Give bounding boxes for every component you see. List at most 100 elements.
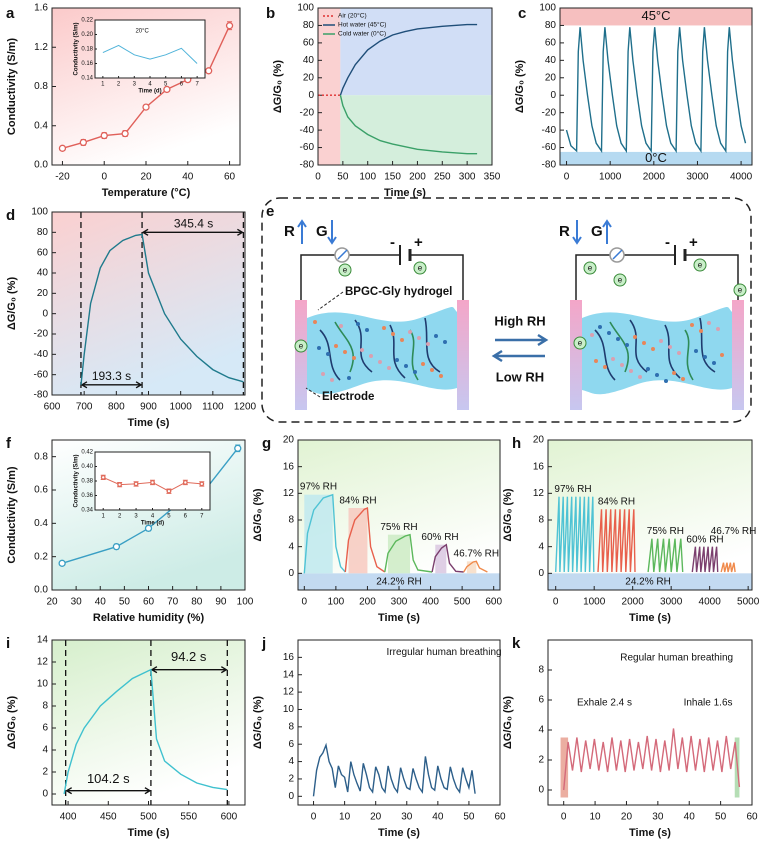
- annotation: 60% RH: [686, 535, 723, 546]
- panel-label: d: [6, 207, 15, 224]
- span-arrow: [141, 228, 244, 236]
- marker: [182, 480, 188, 485]
- y-tick-label: 4: [42, 745, 48, 756]
- ion: [620, 363, 624, 367]
- x-tick-label: 100: [359, 172, 376, 183]
- x-tick-label: 4: [148, 82, 152, 88]
- annotation: 345.4 s: [174, 216, 213, 230]
- legend-label: Air (20°C): [338, 12, 367, 20]
- y-tick-label: 0.34: [81, 508, 93, 514]
- y-tick-label: -20: [300, 107, 315, 118]
- region: [298, 573, 500, 590]
- x-axis-title: Time (d): [138, 89, 161, 95]
- x-tick-label: 50: [715, 812, 727, 823]
- plot-background: [52, 212, 245, 395]
- y-tick-label: 12: [283, 687, 295, 698]
- electron-label: e: [618, 276, 623, 285]
- annotation: 97% RH: [300, 481, 337, 492]
- annotation: 104.2 s: [87, 771, 130, 786]
- y-axis-title: ΔG/G₀ (%): [252, 488, 264, 542]
- x-tick-label: 4000: [699, 597, 722, 608]
- resistance-label: R: [284, 223, 295, 240]
- plot-frame: [94, 19, 206, 79]
- series-line: [565, 27, 747, 154]
- annotation: 94.2 s: [171, 649, 207, 664]
- x-tick-label: 80: [191, 597, 203, 608]
- electron: [613, 273, 627, 287]
- marker: [163, 85, 171, 94]
- polymer-chain: [594, 317, 716, 381]
- marker: [121, 129, 129, 138]
- y-tick-label: 4: [288, 756, 294, 767]
- y-tick-label: 6: [288, 739, 294, 750]
- panel-label: k: [512, 635, 521, 652]
- marker: [166, 488, 172, 494]
- x-tick-label: 20: [370, 812, 382, 823]
- y-tick-label: 6: [42, 723, 48, 734]
- x-tick-label: 20: [621, 812, 633, 823]
- ion: [395, 358, 399, 362]
- x-tick-label: 40: [432, 812, 444, 823]
- y-tick-label: 0: [42, 308, 48, 319]
- x-axis-title: Time (s): [378, 827, 420, 839]
- y-tick-label: 14: [37, 635, 49, 646]
- electron-label: e: [343, 266, 348, 275]
- x-tick-label: 400: [422, 597, 439, 608]
- x-tick-label: 3: [134, 514, 138, 520]
- marker: [117, 482, 123, 488]
- y-tick-label: -20: [542, 107, 557, 118]
- marker: [100, 474, 106, 480]
- y-tick-label: 12: [283, 488, 295, 499]
- marker: [142, 103, 150, 111]
- electron: [413, 261, 427, 275]
- arrow-down: [327, 220, 337, 245]
- span-arrow: [150, 666, 228, 674]
- y-axis-title: ΔG/G₀ (%): [514, 60, 526, 114]
- panel-label: f: [6, 435, 12, 452]
- conductance-label: G: [591, 223, 603, 240]
- y-tick-label: 80: [303, 20, 315, 31]
- electrode: [570, 300, 582, 410]
- x-axis-title: Time (s): [378, 612, 420, 624]
- x-tick-label: 4000: [730, 172, 753, 183]
- electron-label: e: [588, 264, 593, 273]
- y-tick-label: 60: [37, 247, 49, 258]
- y-tick-label: -60: [300, 142, 315, 153]
- x-tick-label: 450: [100, 812, 117, 823]
- x-tick-label: 700: [76, 402, 93, 413]
- y-tick-label: 0.38: [81, 479, 93, 485]
- y-tick-label: 4: [538, 725, 544, 736]
- x-axis-title: Temperature (°C): [102, 187, 191, 199]
- x-tick-label: 800: [108, 402, 125, 413]
- region: [304, 494, 333, 574]
- x-tick-label: 0: [564, 172, 570, 183]
- plot-frame: [297, 639, 501, 806]
- x-tick-label: 600: [44, 402, 61, 413]
- y-tick-label: -40: [34, 349, 49, 360]
- y-tick-label: 0.4: [34, 120, 48, 131]
- y-tick-label: 0.8: [34, 451, 48, 462]
- electron: [294, 339, 308, 353]
- series-line: [63, 668, 228, 795]
- y-tick-label: 12: [37, 657, 49, 668]
- leader: [305, 387, 321, 398]
- y-tick-label: 100: [297, 3, 314, 14]
- electrons: e e e e e e e e: [294, 258, 747, 383]
- plot-frame: [547, 439, 753, 591]
- y-tick-label: 16: [283, 652, 295, 663]
- plot-frame: [51, 439, 246, 591]
- region: [560, 151, 752, 165]
- panel-label: c: [518, 5, 526, 22]
- ion: [611, 357, 615, 361]
- panel-label: g: [262, 435, 271, 452]
- marker: [133, 481, 139, 487]
- ion: [400, 338, 404, 342]
- y-tick-label: 60: [545, 38, 557, 49]
- x-tick-label: 550: [180, 812, 197, 823]
- legend-label: Hot water (45°C): [338, 21, 386, 29]
- x-tick-label: 350: [484, 172, 501, 183]
- y-tick-label: 0.22: [81, 18, 93, 24]
- annotation: 75% RH: [647, 526, 684, 537]
- y-tick-label: 20: [37, 288, 49, 299]
